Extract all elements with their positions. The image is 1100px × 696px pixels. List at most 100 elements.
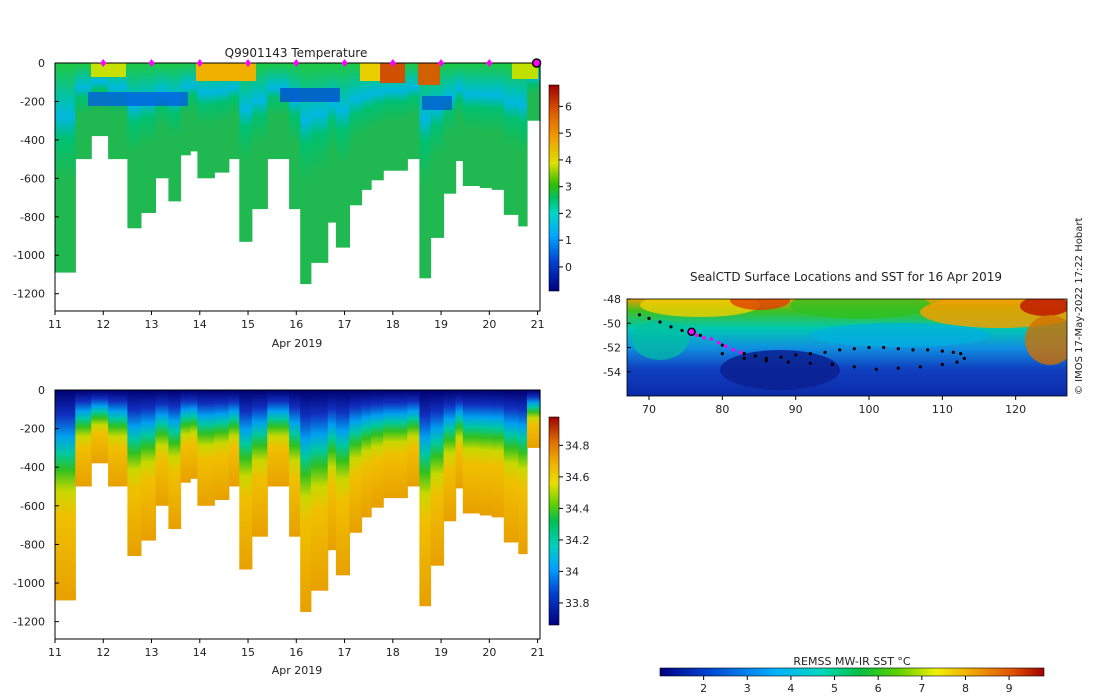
- temperature-xtick-label: 16: [289, 318, 303, 331]
- temperature-ytick-label: -1200: [13, 288, 45, 301]
- sst-colorbar-label: REMSS MW-IR SST °C: [793, 655, 911, 668]
- salinity-profile-21: [349, 390, 363, 533]
- track-point-10: [742, 352, 746, 356]
- track-point-28: [955, 360, 959, 364]
- salinity-profile-13: [239, 390, 253, 570]
- salinity-ytick-label: -600: [20, 500, 45, 513]
- temperature-profile-17: [300, 63, 312, 285]
- sst-cbar-tick-label: 8: [962, 682, 969, 695]
- temperature-title: Q9901143 Temperature: [225, 46, 368, 60]
- salinity-x-axis: 11 12 13 14 15 16 17 18 19 20 21: [48, 639, 545, 659]
- surface-marker: [486, 59, 493, 67]
- warm-patch-14: [196, 63, 256, 81]
- temperature-profile-10: [197, 63, 215, 179]
- track-point-31: [896, 366, 900, 370]
- temperature-panel: Q9901143 Temperature 0 -200 -400 -600 -800 -1…: [13, 46, 572, 350]
- salinity-profile-7: [168, 390, 182, 529]
- salinity-profile-9: [190, 390, 198, 479]
- salinity-xtick-label: 12: [96, 646, 110, 659]
- salinity-profile-26: [419, 390, 432, 607]
- track-point-4: [680, 328, 684, 333]
- track-point-24: [940, 349, 944, 353]
- salinity-y-axis: 0 -200 -400 -600 -800 -1000 -1200: [13, 384, 59, 629]
- salinity-profile-12: [228, 390, 240, 487]
- temperature-cbar-tick-label: 5: [565, 127, 572, 140]
- lon-tick-label: 70: [642, 403, 656, 416]
- temperature-profile-20: [335, 63, 350, 248]
- lon-tick-label: 80: [715, 403, 729, 416]
- salinity-xlabel: Apr 2019: [272, 664, 323, 677]
- recent-point-0: [694, 333, 699, 338]
- cold-layer-12: [88, 92, 188, 106]
- track-point-1: [647, 316, 651, 320]
- track-point-22: [911, 348, 915, 352]
- salinity-profile-15: [267, 390, 290, 487]
- temperature-profile-19: [327, 63, 337, 223]
- temperature-profile-30: [462, 63, 481, 186]
- temperature-ytick-label: -800: [20, 211, 45, 224]
- temperature-profile-29: [455, 63, 464, 161]
- track-point-6: [698, 333, 702, 337]
- current-position-marker: [687, 327, 696, 336]
- salinity-cbar-tick-label: 34.2: [565, 534, 590, 547]
- temperature-cbar-tick-label: 2: [565, 207, 572, 220]
- temperature-xtick-label: 18: [386, 318, 400, 331]
- recent-point-5: [731, 348, 736, 352]
- lon-tick-label: 90: [789, 403, 803, 416]
- salinity-ytick-label: 0: [38, 384, 45, 397]
- salinity-ytick-label: -400: [20, 461, 45, 474]
- sst-colorbar-bar: [659, 667, 1045, 677]
- temperature-cbar-tick-label: 6: [565, 100, 572, 113]
- seal-recent-track: [687, 327, 743, 355]
- temperature-profile-1: [75, 63, 92, 160]
- salinity-profile-35: [527, 390, 541, 448]
- track-point-39: [720, 352, 724, 356]
- temperature-xtick-label: 20: [482, 318, 496, 331]
- temperature-xtick-label: 21: [531, 318, 545, 331]
- track-point-2: [658, 320, 662, 324]
- salinity-cbar-tick-label: 34.4: [565, 502, 590, 515]
- cold-layer-16: [280, 88, 340, 102]
- surface-marker: [438, 59, 445, 67]
- temperature-profile-12: [228, 63, 240, 160]
- temperature-profile-27: [430, 63, 445, 238]
- temperature-ytick-label: -200: [20, 95, 45, 108]
- salinity-profile-6: [155, 390, 169, 506]
- salinity-profile-30: [462, 390, 481, 514]
- recent-point-1: [702, 336, 706, 340]
- sst-cbar-tick-label: 9: [1006, 682, 1013, 695]
- lat-tick-label: -50: [603, 317, 621, 330]
- seal-track: [637, 313, 966, 371]
- track-point-35: [808, 361, 812, 365]
- temperature-profile-33: [503, 63, 519, 215]
- sst-map-lon-axis: 70 80 90 100 110 120: [642, 396, 1026, 416]
- surface-marker: [100, 59, 107, 67]
- track-point-12: [764, 356, 768, 360]
- track-point-32: [874, 367, 878, 371]
- temperature-xtick-label: 13: [145, 318, 159, 331]
- warm-patch-18: [380, 63, 405, 83]
- salinity-profile-31: [479, 390, 493, 516]
- temperature-cbar-tick-label: 1: [565, 234, 572, 247]
- track-point-23: [926, 348, 930, 352]
- temperature-profile-16: [289, 63, 301, 210]
- sst-field: [627, 299, 1067, 396]
- temperature-profile-11: [214, 63, 230, 173]
- salinity-xtick-label: 13: [145, 646, 159, 659]
- track-point-38: [742, 356, 746, 360]
- temperature-ytick-label: -400: [20, 134, 45, 147]
- salinity-profile-27: [430, 390, 445, 566]
- lat-tick-label: -52: [603, 342, 621, 355]
- temperature-x-axis: 11 12 13 14 15 16 17 18 19 20 21: [48, 311, 545, 331]
- salinity-profile-33: [503, 390, 519, 543]
- track-point-20: [882, 345, 886, 350]
- salinity-profile-8: [180, 390, 191, 483]
- sst-cbar-tick-label: 4: [787, 682, 794, 695]
- warm-patch-17-5: [360, 63, 380, 81]
- lon-tick-label: 110: [932, 403, 953, 416]
- temperature-profile-34: [518, 63, 528, 227]
- salinity-profile-23: [371, 390, 384, 508]
- salinity-xtick-label: 20: [482, 646, 496, 659]
- temperature-profile-28: [443, 63, 457, 194]
- salinity-profile-32: [491, 390, 505, 518]
